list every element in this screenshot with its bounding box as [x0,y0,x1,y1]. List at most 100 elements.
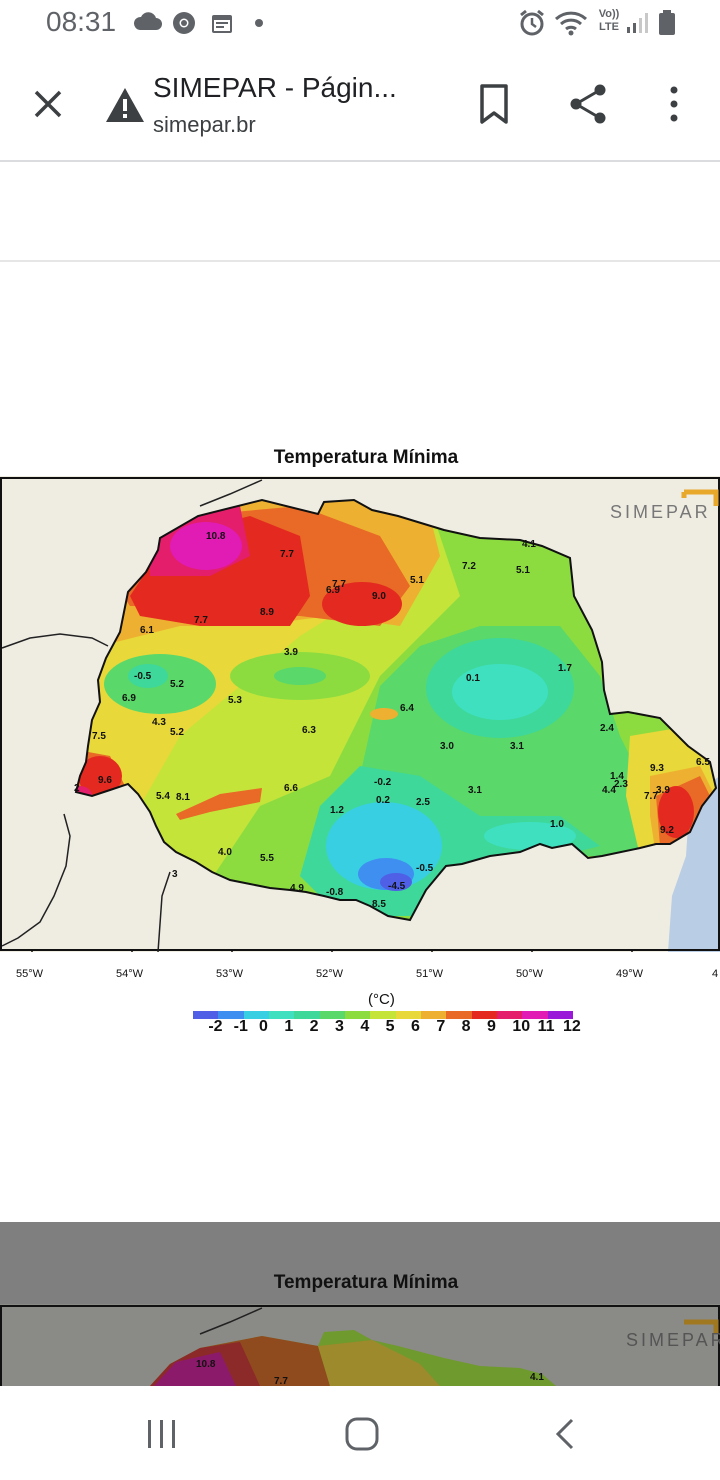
second-map-image: SIMEPAR 10.8 7.7 4.1 [0,1304,720,1386]
border-line [157,871,171,952]
color-scale-segment [344,1011,371,1019]
color-scale-segment [496,1011,523,1019]
border-line [1,633,109,649]
station-value: 3.9 [284,647,298,658]
station-value: 6.4 [400,703,414,714]
longitude-axis: 55°W 54°W 53°W 52°W 51°W 50°W 49°W 4 [0,968,720,992]
station-value: 7.7 [644,791,658,802]
color-scale-label: 10 [512,1018,531,1035]
station-value: 4.4 [602,785,616,796]
calendar-icon [212,15,232,33]
station-value: 5.5 [260,853,274,864]
color-scale-label: 5 [385,1018,395,1035]
color-scale-segment [547,1011,573,1019]
color-scale-label: 11 [537,1018,555,1035]
color-scale-label: 2 [309,1018,319,1035]
station-value: 3.1 [468,785,482,796]
station-value: 4.0 [218,847,232,858]
map-frame [0,477,720,951]
station-value: 10.8 [196,1359,216,1370]
simepar-logo-text: SIMEPAR [610,502,711,522]
station-value: 8.1 [176,792,190,803]
axis-ticks [31,950,633,952]
color-scale-label: 4 [360,1018,370,1035]
color-scale-segment [193,1011,219,1019]
station-value: -4.5 [388,881,406,892]
map-title: Temperatura Mínima [273,447,459,468]
station-value: 10.8 [206,531,226,542]
network-label-top: Vo)) [598,8,620,20]
longitude-label: 4 [712,968,719,980]
cloud-icon [133,12,162,30]
home-icon[interactable] [344,1416,380,1452]
warning-icon[interactable] [104,84,146,126]
page-title: SIMEPAR - Págin... [153,72,397,103]
color-scale-label: -2 [208,1018,223,1035]
state-outline [74,498,718,922]
station-value: 0.1 [466,673,480,684]
station-value: 6.9 [326,585,340,596]
ocean-area [668,776,720,952]
color-scale-segment [370,1011,396,1019]
station-value: 2.3 [614,779,628,790]
status-bar: 08:31 Vo)) LTE [0,0,720,48]
station-value: 5.3 [228,695,242,706]
longitude-label: 51°W [416,968,444,980]
color-scale-segment [294,1011,320,1019]
color-scale-label: 7 [436,1018,446,1035]
longitude-label: 54°W [116,968,144,980]
unit-label: (°C) [368,991,395,1008]
chrome-icon [173,12,195,34]
station-value: 2.4 [600,723,614,734]
second-map-logo-text: SIMEPAR [626,1330,720,1350]
station-value: 4.1 [522,539,536,550]
station-value: 6.5 [696,757,710,768]
second-map-title: Temperatura Mínima [273,1272,459,1293]
station-value: 6.3 [302,725,316,736]
border-line [199,479,263,507]
recent-apps-icon[interactable] [146,1418,178,1450]
color-scale-segment [268,1011,295,1019]
network-label-bottom: LTE [599,21,619,33]
station-value: 2.5 [416,797,430,808]
station-value: 3.9 [656,785,670,796]
alarm-icon [520,9,544,36]
border-line [1,813,71,947]
color-scale-bar [193,1011,573,1019]
color-scale-label: 8 [461,1018,471,1035]
browser-toolbar: SIMEPAR - Págin... simepar.br [0,48,720,162]
longitude-label: 50°W [516,968,544,980]
longitude-label: 49°W [616,968,644,980]
station-value: 9.2 [660,825,674,836]
longitude-label: 52°W [316,968,344,980]
station-value: 5.2 [170,727,184,738]
station-value: -0.5 [416,863,434,874]
network-type: Vo)) LTE [594,8,624,34]
color-scale-segment [446,1011,472,1019]
close-icon[interactable] [26,82,70,126]
back-icon[interactable] [550,1416,580,1452]
page-url: simepar.br [153,112,256,137]
station-value: 1.7 [558,663,572,674]
station-value: 7.5 [92,731,106,742]
station-value: 4.3 [152,717,166,728]
signal-icon [627,13,648,33]
station-value: 7.7 [194,615,208,626]
bookmark-icon[interactable] [474,82,514,126]
longitude-label: 53°W [216,968,244,980]
color-scale-label: -1 [233,1018,248,1035]
color-scale-label: 12 [563,1018,581,1035]
station-value: -0.2 [374,777,392,788]
station-value: 7.7 [280,549,294,560]
station-value: 3.0 [440,741,454,752]
station-value: 2 [74,783,80,794]
system-nav-bar [0,1386,720,1480]
color-scale-segment [218,1011,244,1019]
dot-icon [255,19,263,27]
color-scale-label: 0 [259,1018,268,1035]
station-value: 8.9 [260,607,274,618]
share-icon[interactable] [566,82,610,126]
battery-icon [659,10,675,35]
more-vert-icon[interactable] [660,82,688,126]
station-values: 10.8 7.7 6.9 7.7 9.0 5.1 7.2 5.1 4.1 6.1… [74,531,710,910]
